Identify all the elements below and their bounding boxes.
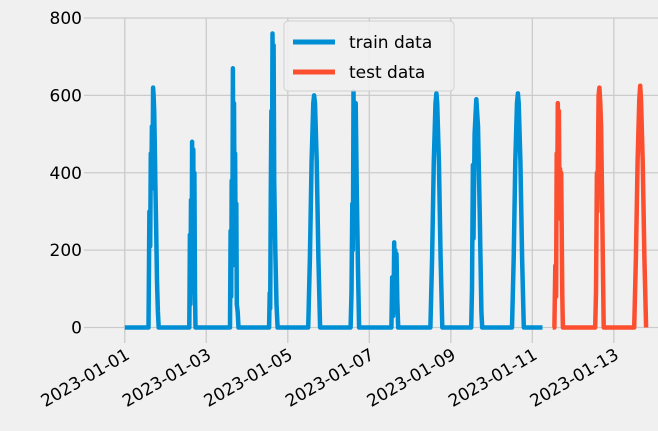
y-tick-label: 400 <box>50 164 82 184</box>
y-tick-label: 600 <box>50 86 82 106</box>
legend: train data test data <box>283 20 455 92</box>
series-line-test-data <box>552 83 649 330</box>
series-line-train-data <box>124 31 543 330</box>
series-layer <box>124 31 649 330</box>
y-axis: 0 200 400 600 800 <box>50 9 82 339</box>
y-tick-label: 800 <box>50 9 82 29</box>
y-tick-label: 0 <box>71 319 82 339</box>
y-tick-label: 200 <box>50 241 82 261</box>
legend-label-train-data: train data <box>349 33 432 53</box>
legend-label-test-data: test data <box>349 63 425 83</box>
